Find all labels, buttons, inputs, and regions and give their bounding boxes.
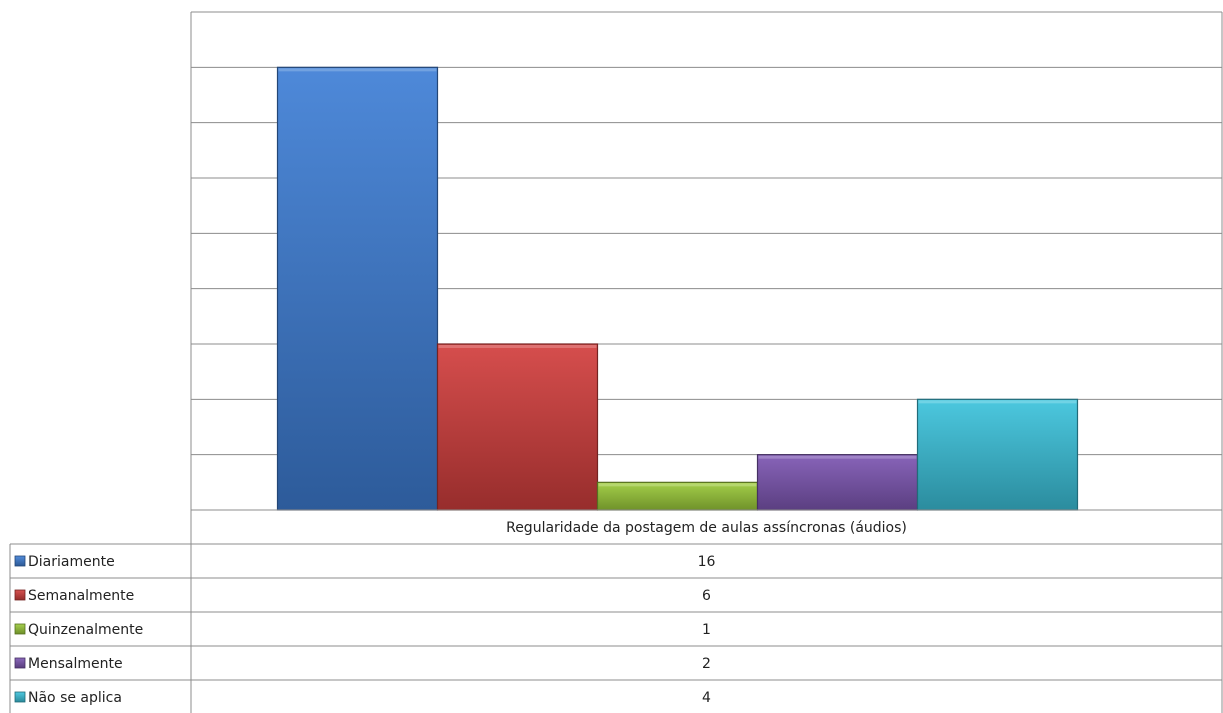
bar-highlight — [438, 345, 597, 348]
bar-highlight — [918, 400, 1077, 404]
value-label-diariamente: 16 — [698, 554, 716, 570]
bar-mensalmente — [756, 454, 919, 511]
legend-key-n-o-se-aplica — [14, 691, 26, 703]
bar-diariamente — [276, 66, 439, 511]
bar-highlight — [758, 455, 917, 459]
legend-label-diariamente: Diariamente — [28, 554, 115, 570]
value-label-semanalmente: 6 — [702, 588, 711, 604]
bar-highlight — [278, 68, 437, 72]
bars-group — [276, 66, 1079, 511]
category-label: Regularidade da postagem de aulas assínc… — [506, 520, 907, 536]
legend-key-quinzenalmente — [14, 623, 26, 635]
bar-n-o-se-aplica — [916, 398, 1079, 511]
legend-label-quinzenalmente: Quinzenalmente — [28, 622, 143, 638]
value-label-mensalmente: 2 — [702, 656, 711, 672]
legend-label-mensalmente: Mensalmente — [28, 656, 123, 672]
value-label-quinzenalmente: 1 — [702, 622, 711, 638]
bar-semanalmente — [436, 343, 599, 511]
legend-label-n-o-se-aplica: Não se aplica — [28, 690, 122, 706]
legend-key-diariamente — [14, 555, 26, 567]
bar-highlight — [598, 483, 757, 487]
bar-quinzenalmente — [596, 481, 759, 511]
legend-label-semanalmente: Semanalmente — [28, 588, 134, 604]
legend-key-mensalmente — [14, 657, 26, 669]
legend-key-semanalmente — [14, 589, 26, 601]
value-label-n-o-se-aplica: 4 — [702, 690, 711, 706]
data-table: Regularidade da postagem de aulas assínc… — [9, 509, 1222, 713]
